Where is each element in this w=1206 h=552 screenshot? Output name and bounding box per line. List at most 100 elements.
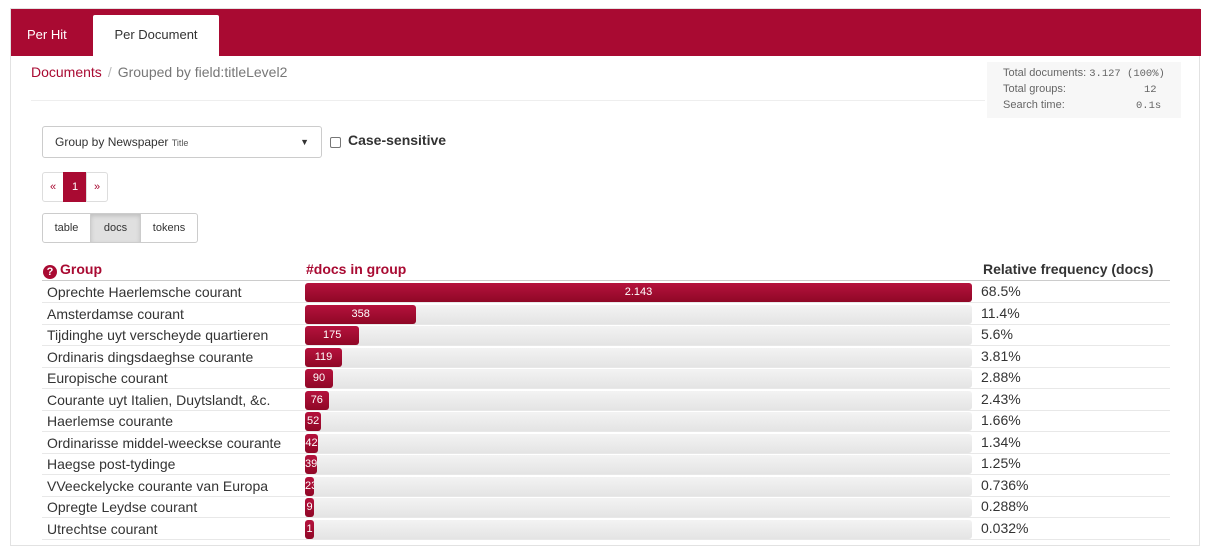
group-name[interactable]: Opregte Leydse courant [47,499,198,515]
table-row[interactable]: VVeeckelycke courante van Europa 23 0.736% [42,475,1170,497]
column-header-count[interactable]: #docs in group [306,261,407,277]
group-name[interactable]: Courante uyt Italien, Duytslandt, &c. [47,391,271,408]
view-tokens-button[interactable]: tokens [140,213,198,243]
count-bar-track: 9 [305,498,972,517]
table-row[interactable]: Utrechtse courant 1 0.032% [42,518,1170,540]
group-name[interactable]: Oprechte Haerlemsche courant [47,284,242,300]
row-divider [42,452,1170,454]
relative-frequency: 1.66% [981,412,1021,428]
search-time-label: Search time: [1003,99,1065,111]
relative-frequency: 68.5% [981,283,1021,299]
group-name[interactable]: Europische courant [47,370,168,386]
breadcrumb: Documents / Grouped by field:titleLevel2 [31,64,287,80]
group-name[interactable]: Haerlemse courante [47,413,174,429]
count-bar[interactable]: 119 [305,347,343,367]
view-table-button[interactable]: table [42,213,91,243]
count-bar-track: 23 [305,476,972,496]
results-tab-bar: Per Hit Per Document [11,9,1201,56]
count-bar-track: 90 [305,369,972,388]
table-row[interactable]: Ordinaris dingsdaeghse courante 119 3.81% [42,346,1170,368]
breadcrumb-documents-link[interactable]: Documents [31,64,102,80]
count-bar[interactable]: 23 [305,476,314,496]
relative-frequency: 3.81% [981,347,1021,364]
count-bar-track: 175 [305,326,972,345]
pagination-prev-button[interactable]: « [42,172,64,202]
total-documents-value: 3.127 (100%) [1089,68,1165,80]
count-bar[interactable]: 39 [305,455,318,474]
relative-frequency: 0.032% [981,519,1029,536]
group-name[interactable]: VVeeckelycke courante van Europa [47,477,269,494]
case-sensitive-checkbox[interactable] [330,137,341,148]
table-row[interactable]: Opregte Leydse courant 9 0.288% [42,496,1170,518]
table-row[interactable]: Haegse post-tydinge 39 1.25% [42,453,1170,475]
group-by-select-label: Group by Newspaper [55,135,169,149]
table-row[interactable]: Ordinarisse middel-weeckse courante 42 1.3… [42,432,1170,454]
table-row[interactable]: Haerlemse courante 52 1.66% [42,410,1170,432]
group-name[interactable]: Ordinarisse middel-weeckse courante [47,434,282,451]
row-divider [42,366,1170,368]
count-bar-track: 76 [305,390,972,410]
tab-per-document[interactable]: Per Document [93,15,219,56]
divider [31,100,985,101]
table-row[interactable]: Amsterdamse courant 358 11.4% [42,303,1170,325]
table-header-divider [42,280,1170,281]
pagination-next-button[interactable]: » [86,172,108,202]
relative-frequency: 5.6% [981,326,1013,342]
count-bar-track: 1 [305,519,972,539]
count-bar[interactable]: 2.143 [305,283,972,302]
row-divider [42,302,1170,303]
column-header-frequency: Relative frequency (docs) [983,261,1154,277]
count-bar-track: 2.143 [305,283,972,302]
count-bar[interactable]: 90 [305,369,333,388]
total-groups-label: Total groups: [1003,83,1066,95]
group-by-select[interactable]: Group by Newspaper Title ▼ [42,126,322,158]
column-header-group[interactable]: ? Group [43,261,102,279]
column-header-group-label: Group [60,261,102,277]
count-bar[interactable]: 175 [305,326,360,345]
count-bar-track: 358 [305,304,972,324]
group-name[interactable]: Utrechtse courant [47,520,158,537]
relative-frequency: 11.4% [981,304,1020,321]
breadcrumb-current: Grouped by field:titleLevel2 [117,64,288,80]
total-documents-label: Total documents: [1003,67,1087,79]
total-groups-value: 12 [1144,84,1157,96]
row-divider [42,388,1170,389]
group-name[interactable]: Tijdinghe uyt verscheyde quartieren [47,327,269,343]
group-by-select-sublabel: Title [171,138,189,148]
results-panel: Per Hit Per Document [10,8,1201,546]
case-sensitive-label[interactable]: Case-sensitive [348,132,447,148]
group-name[interactable]: Ordinaris dingsdaeghse courante [47,348,254,365]
pagination-page-1[interactable]: 1 [63,172,87,202]
search-stats: Total documents: 3.127 (100%) Total grou… [987,62,1181,118]
count-bar[interactable]: 358 [305,304,417,324]
relative-frequency: 0.736% [981,476,1029,493]
row-divider [42,495,1170,497]
breadcrumb-separator: / [107,64,112,80]
group-name[interactable]: Haegse post-tydinge [47,456,176,472]
count-bar[interactable]: 42 [305,433,319,453]
table-row[interactable]: Oprechte Haerlemsche courant 2.143 68.5% [42,281,1170,303]
count-bar[interactable]: 76 [305,390,329,410]
count-bar[interactable]: 52 [305,412,322,431]
question-circle-icon[interactable]: ? [43,265,57,279]
group-name[interactable]: Amsterdamse courant [47,305,184,322]
count-bar[interactable]: 9 [305,498,314,517]
search-time-value: 0.1s [1136,100,1162,112]
count-bar-track: 39 [305,455,972,474]
count-bar[interactable]: 1 [305,519,314,539]
relative-frequency: 2.43% [981,390,1021,407]
row-divider [42,474,1170,475]
count-bar-track: 52 [305,412,972,431]
view-docs-button[interactable]: docs [90,213,141,243]
row-divider [42,409,1170,411]
table-row[interactable]: Tijdinghe uyt verscheyde quartieren 175 5.… [42,324,1170,346]
table-row[interactable]: Courante uyt Italien, Duytslandt, &c. 76 2… [42,389,1170,411]
count-bar-track: 119 [305,347,972,367]
caret-down-icon: ▼ [300,137,309,147]
tab-per-hit[interactable]: Per Hit [27,27,67,42]
row-divider [42,538,1170,540]
row-divider [42,345,1170,346]
row-divider [42,431,1170,432]
table-row[interactable]: Europische courant 90 2.88% [42,367,1170,389]
count-bar-track: 42 [305,433,972,453]
